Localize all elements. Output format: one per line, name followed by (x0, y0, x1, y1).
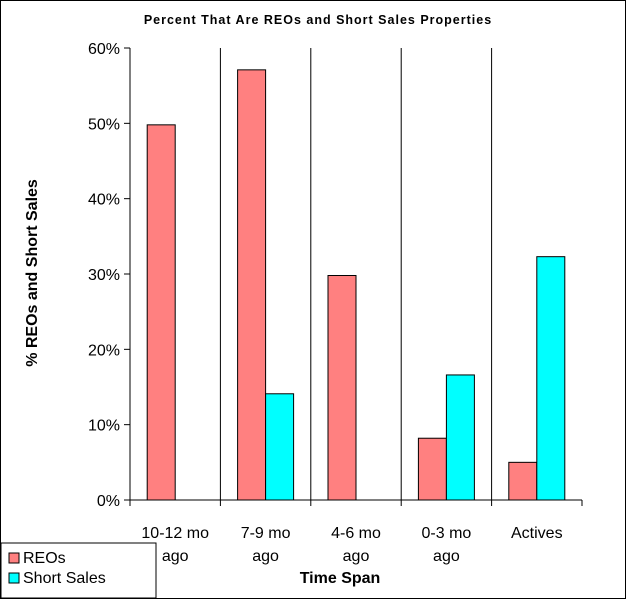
legend-swatch (8, 552, 20, 564)
bar-reos (417, 437, 447, 501)
x-tick-label: 10-12 mo ago (141, 525, 209, 565)
x-tick-label: 0-3 mo ago (422, 525, 472, 565)
y-tick-label: 10% (88, 418, 120, 435)
legend-label: REOs (23, 550, 66, 567)
bar-reos (237, 69, 267, 501)
bar-short-sales (265, 393, 295, 501)
y-axis-label: % REOs and Short Sales (24, 179, 41, 367)
y-tick-label: 30% (88, 267, 120, 284)
y-tick-label: 40% (88, 192, 120, 209)
y-tick-label: 60% (88, 41, 120, 58)
x-tick-label: 7-9 mo ago (241, 525, 291, 565)
x-tick-label: Actives (511, 525, 563, 542)
bar-reos (327, 275, 357, 501)
bar-reos (146, 124, 176, 501)
bar-reos (508, 461, 538, 501)
y-tick-label: 20% (88, 342, 120, 359)
bar-short-sales (445, 374, 475, 501)
y-tick-label: 0% (97, 493, 120, 510)
legend-label: Short Sales (23, 570, 106, 587)
legend-swatch (8, 572, 20, 584)
bar-short-sales (536, 256, 566, 501)
y-tick-label: 50% (88, 116, 120, 133)
x-axis-label: Time Span (300, 570, 381, 587)
x-tick-label: 4-6 mo ago (331, 525, 381, 565)
plot-area: 0% 10% 20% 30% 40% 50% 60% 10-12 mo ago 7-9 mo ago… (88, 41, 583, 565)
chart-title: Percent That Are REOs and Short Sales Pr… (144, 13, 492, 27)
legend-box (0, 542, 157, 599)
legend: REOs Short Sales (0, 542, 157, 599)
